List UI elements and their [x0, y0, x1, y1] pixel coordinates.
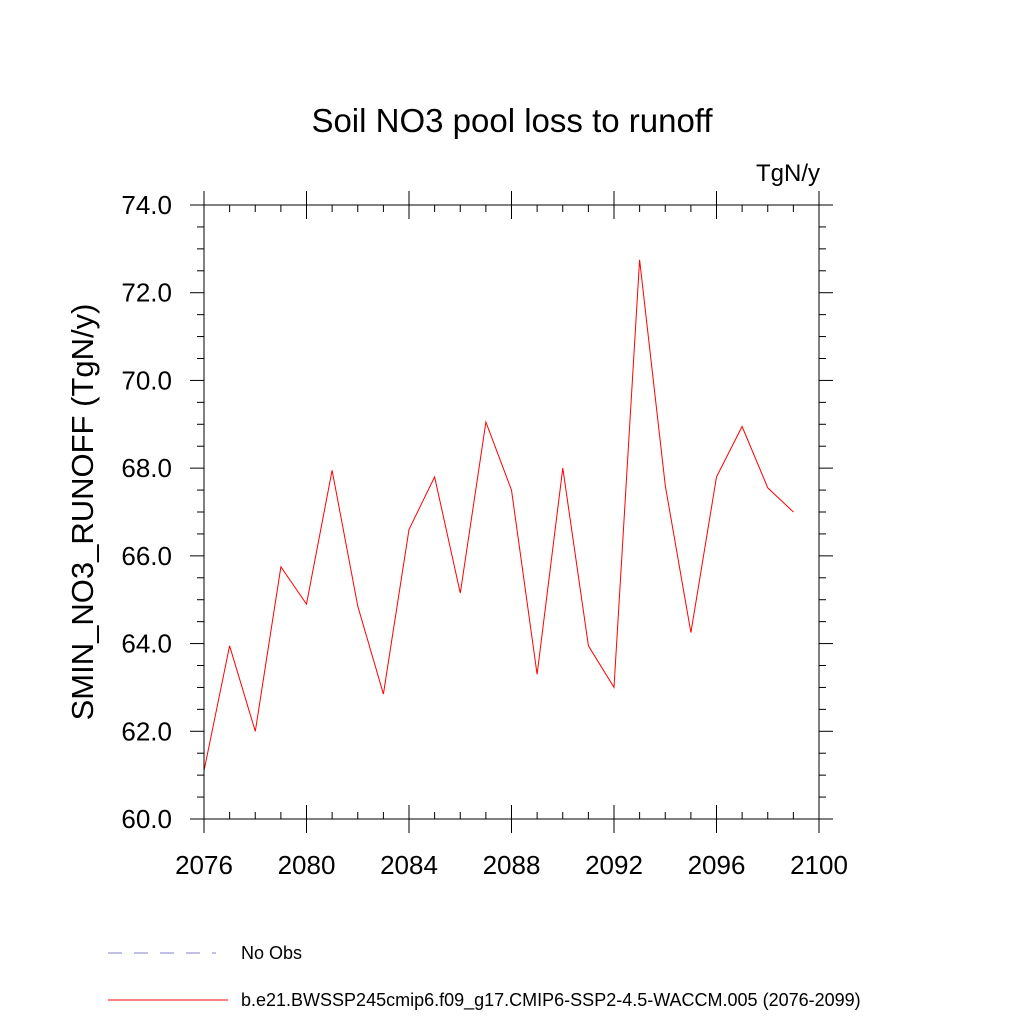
x-tick-label: 2080	[278, 850, 336, 880]
y-tick-label: 68.0	[121, 453, 172, 483]
x-tick-labels: 2076 2080 2084 2088 2092 2096 2100	[175, 850, 848, 880]
y-tick-label: 74.0	[121, 190, 172, 220]
legend-label-waccm: b.e21.BWSSP245cmip6.f09_g17.CMIP6-SSP2-4…	[241, 990, 861, 1011]
chart-title: Soil NO3 pool loss to runoff	[311, 102, 713, 139]
major-ticks	[190, 191, 833, 833]
y-axis-label: SMIN_NO3_RUNOFF (TgN/y)	[65, 304, 100, 721]
x-tick-label: 2092	[585, 850, 643, 880]
x-tick-label: 2100	[790, 850, 848, 880]
y-tick-labels: 60.0 62.0 64.0 66.0 68.0 70.0 72.0 74.0	[121, 190, 172, 834]
y-tick-label: 72.0	[121, 278, 172, 308]
series-layer	[203, 259, 794, 771]
x-tick-label: 2088	[483, 850, 541, 880]
y-tick-label: 64.0	[121, 629, 172, 659]
y-tick-label: 70.0	[121, 365, 172, 395]
x-tick-label: 2084	[380, 850, 438, 880]
legend-label-no-obs: No Obs	[241, 943, 302, 963]
series-line	[203, 259, 794, 771]
legend: No Obs b.e21.BWSSP245cmip6.f09_g17.CMIP6…	[108, 943, 861, 1011]
minor-ticks	[197, 205, 826, 819]
x-tick-label: 2076	[175, 850, 233, 880]
y-tick-label: 66.0	[121, 541, 172, 571]
plot-frame	[203, 204, 820, 820]
units-label: TgN/y	[756, 160, 820, 187]
x-tick-label: 2096	[688, 850, 746, 880]
y-tick-label: 62.0	[121, 716, 172, 746]
y-tick-label: 60.0	[121, 804, 172, 834]
